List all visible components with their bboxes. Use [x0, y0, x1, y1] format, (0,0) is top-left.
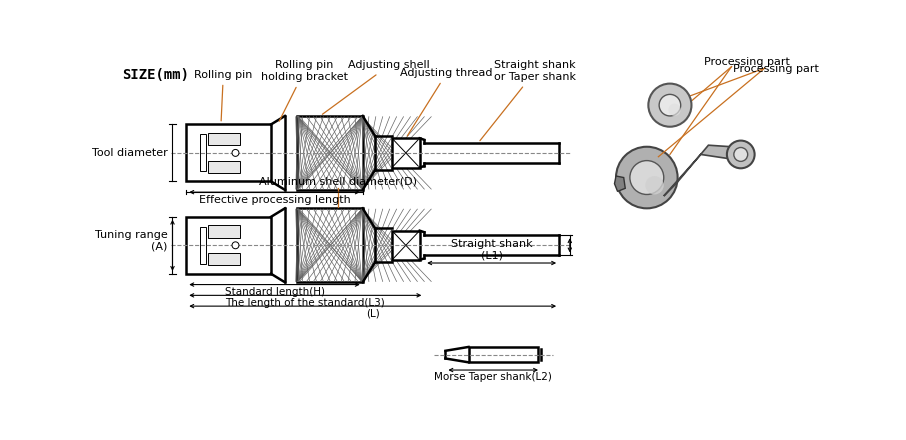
Circle shape [232, 150, 239, 156]
Text: Rolling pin
holding bracket: Rolling pin holding bracket [261, 60, 348, 121]
Circle shape [734, 147, 747, 161]
Bar [187, 217, 271, 274]
Circle shape [669, 103, 680, 116]
Circle shape [616, 147, 678, 208]
Bar [468, 347, 538, 363]
Polygon shape [614, 176, 625, 191]
Bar [207, 253, 240, 265]
Circle shape [645, 176, 664, 194]
Text: Straight shank
(L1): Straight shank (L1) [451, 239, 533, 260]
Text: Rolling pin: Rolling pin [194, 70, 253, 121]
Text: Processing part: Processing part [733, 64, 819, 74]
Text: Effective processing length: Effective processing length [198, 195, 351, 205]
Bar [207, 225, 240, 238]
Circle shape [727, 140, 755, 168]
Bar [207, 161, 240, 173]
Bar [187, 125, 271, 181]
Text: SIZE(mm): SIZE(mm) [121, 68, 188, 82]
Text: Adjusting shell: Adjusting shell [323, 60, 429, 114]
Text: Processing part: Processing part [704, 57, 790, 67]
Bar [207, 133, 240, 145]
Text: The length of the standard(L3): The length of the standard(L3) [226, 297, 385, 308]
Text: Standard length(H): Standard length(H) [225, 287, 324, 297]
Bar [297, 116, 362, 190]
Bar [297, 208, 362, 282]
Text: Morse Taper shank(L2): Morse Taper shank(L2) [434, 372, 552, 382]
Bar [392, 138, 419, 168]
Text: Aluminum shell diameter(D): Aluminum shell diameter(D) [258, 177, 417, 187]
Circle shape [232, 242, 239, 249]
Bar [392, 231, 419, 260]
Text: Straight shank
or Taper shank: Straight shank or Taper shank [480, 60, 576, 141]
Text: Adjusting thread: Adjusting thread [400, 68, 493, 136]
Circle shape [649, 84, 691, 127]
Bar [200, 134, 207, 172]
Polygon shape [664, 145, 737, 196]
Text: Tuning range
(A): Tuning range (A) [95, 230, 168, 252]
Bar [200, 227, 207, 264]
Text: Tool diameter: Tool diameter [92, 148, 168, 158]
Text: (L): (L) [366, 308, 380, 319]
Circle shape [660, 95, 680, 116]
Circle shape [630, 161, 664, 194]
